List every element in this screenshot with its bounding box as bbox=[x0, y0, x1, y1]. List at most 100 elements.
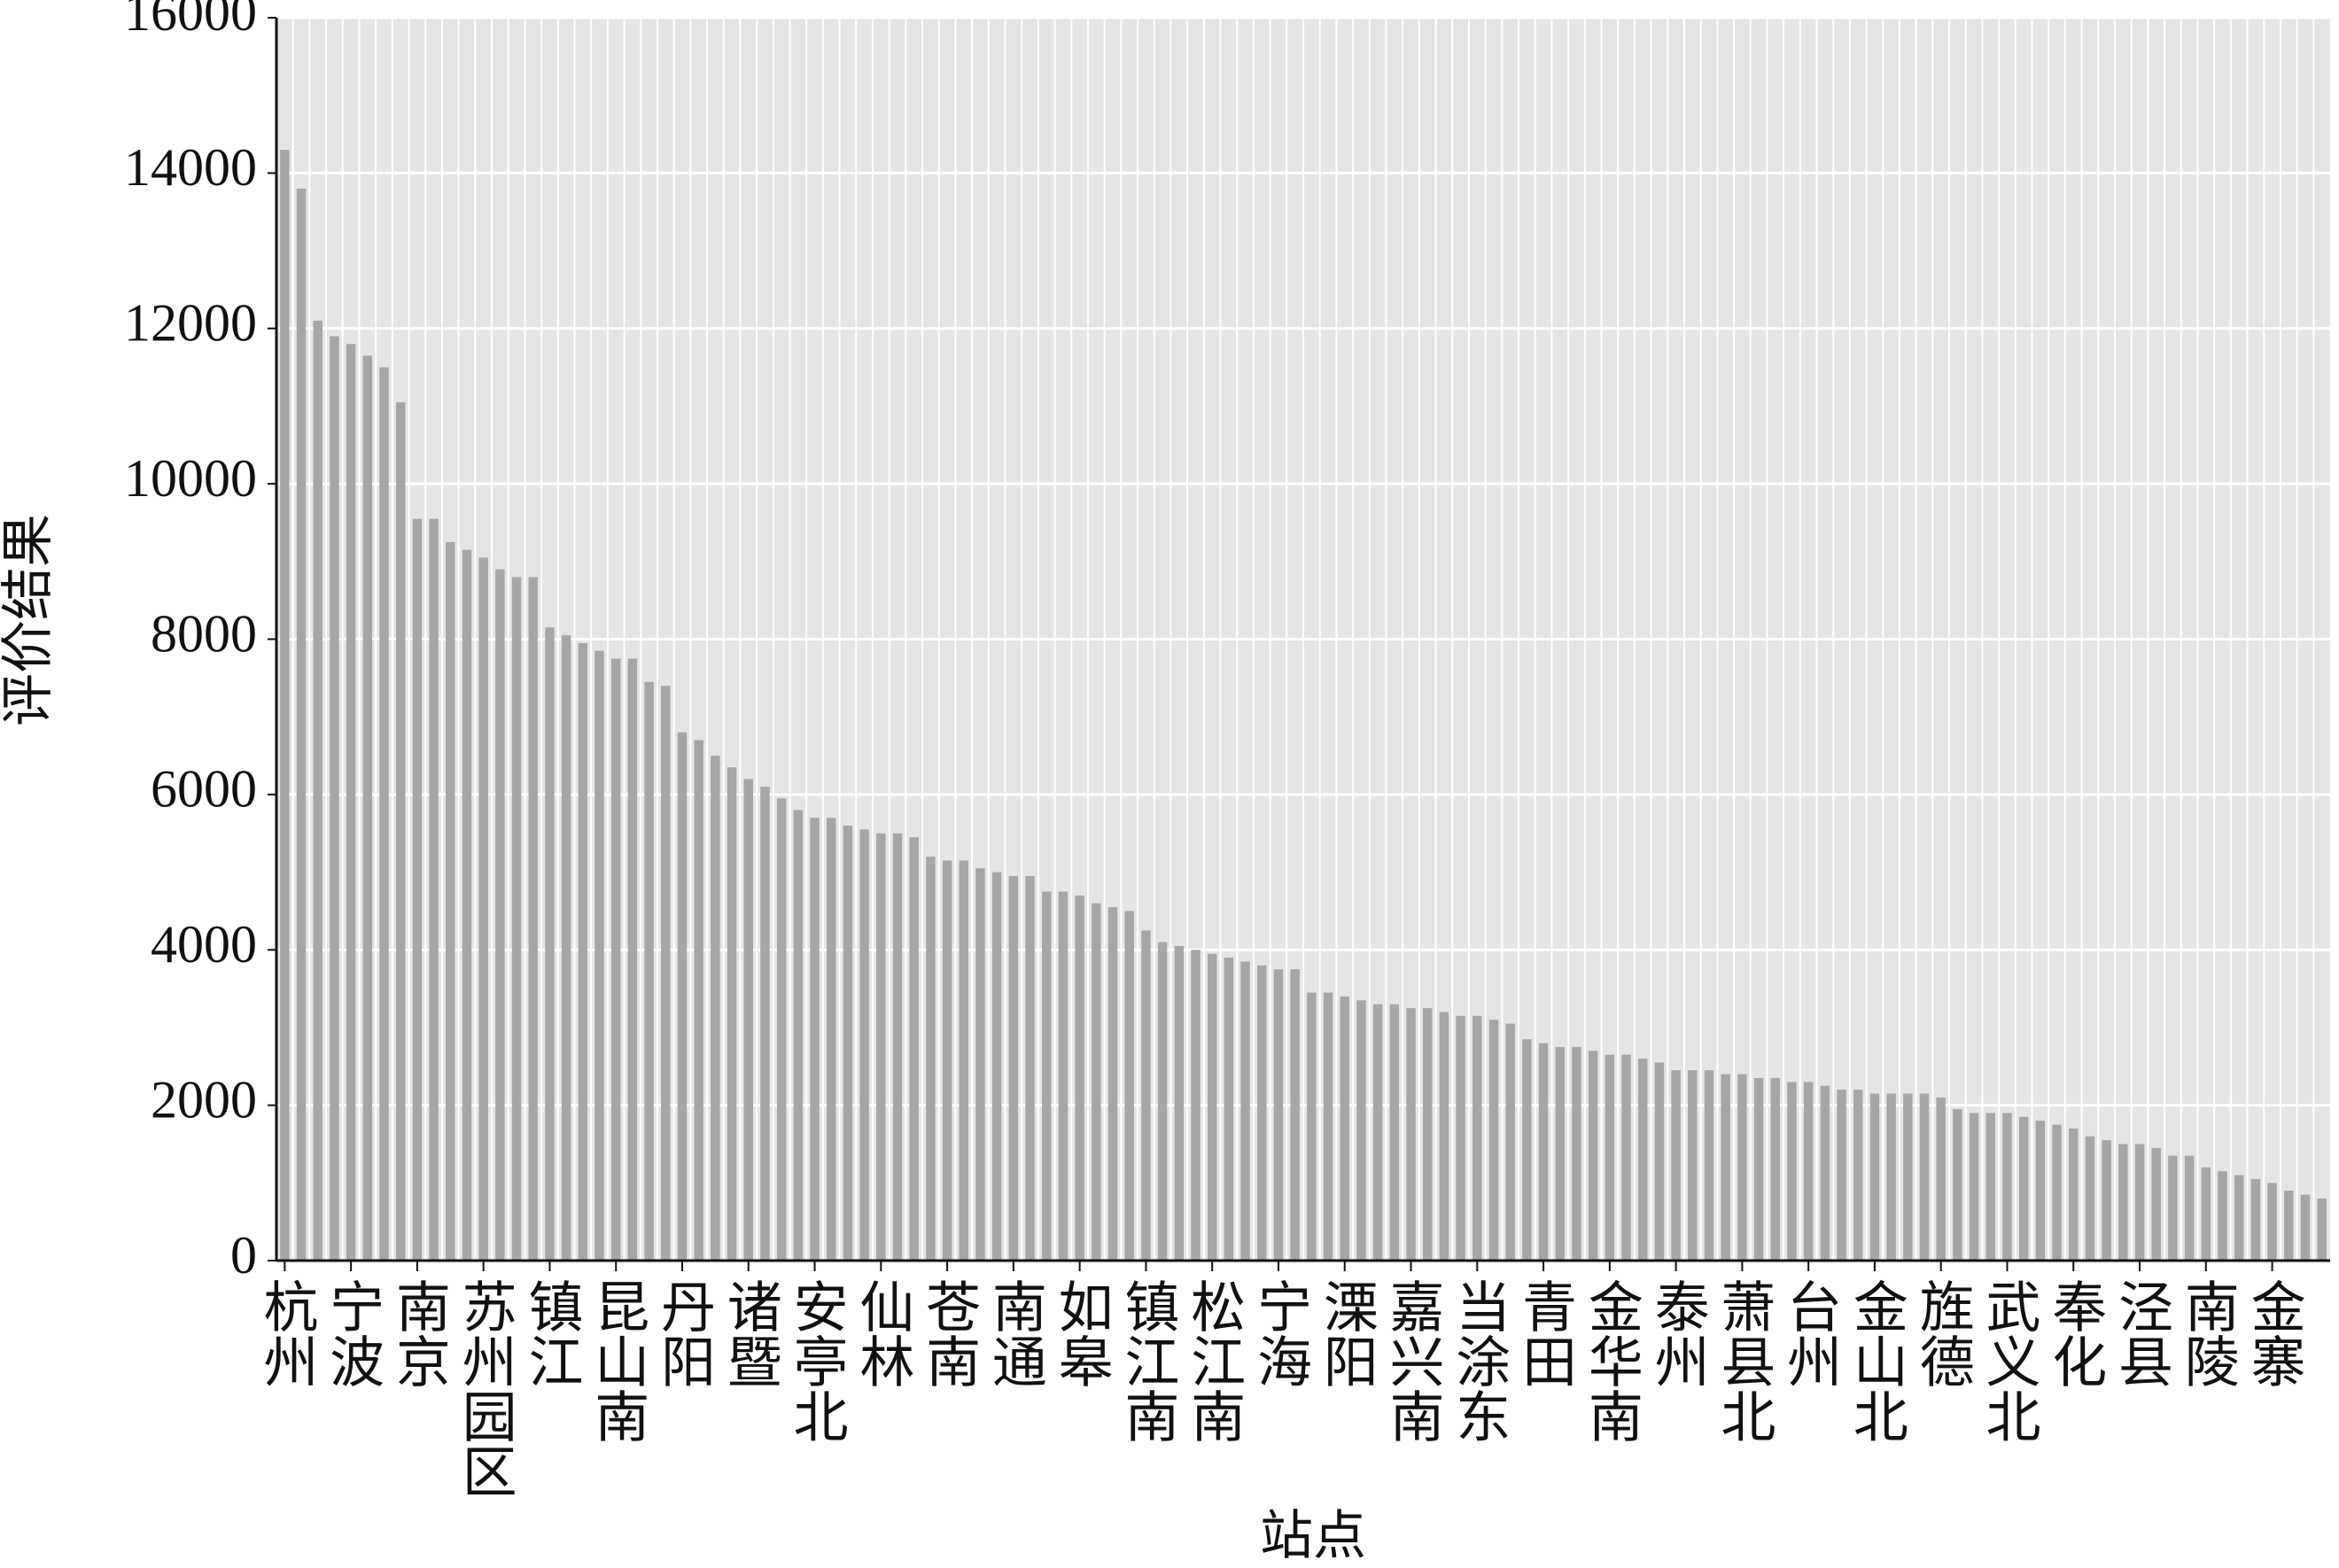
x-tick-label: 宁波 bbox=[321, 1278, 383, 1388]
bar bbox=[1224, 958, 1234, 1261]
bar bbox=[2218, 1171, 2227, 1261]
x-tick-label: 松江南 bbox=[1182, 1278, 1245, 1443]
x-tick-label: 台州 bbox=[1778, 1278, 1841, 1388]
bar bbox=[1092, 903, 1101, 1261]
x-tick-label: 嘉兴南 bbox=[1381, 1278, 1443, 1443]
bar bbox=[1505, 1023, 1515, 1261]
bar bbox=[1637, 1059, 1648, 1261]
y-tick-label: 16000 bbox=[124, 0, 257, 42]
bar bbox=[1688, 1070, 1698, 1261]
x-tick-label: 苍南 bbox=[917, 1278, 980, 1388]
bar bbox=[2300, 1194, 2311, 1261]
bar bbox=[1837, 1090, 1846, 1261]
bar bbox=[1654, 1062, 1665, 1261]
bar bbox=[1721, 1074, 1730, 1261]
x-tick-label: 镇江 bbox=[519, 1278, 581, 1388]
bar bbox=[1207, 953, 1217, 1261]
bar bbox=[1058, 891, 1068, 1261]
bar bbox=[511, 577, 522, 1261]
x-tick-label: 武义北 bbox=[1977, 1278, 2039, 1443]
bar bbox=[395, 402, 406, 1261]
bar bbox=[2052, 1124, 2062, 1261]
bar bbox=[1124, 911, 1134, 1261]
bar bbox=[1456, 1015, 1465, 1261]
bar bbox=[942, 860, 952, 1261]
bar bbox=[1488, 1020, 1499, 1261]
bar bbox=[1936, 1097, 1946, 1261]
bar bbox=[1969, 1113, 1979, 1261]
bar bbox=[528, 577, 538, 1261]
bar bbox=[2118, 1144, 2128, 1261]
bar bbox=[1107, 907, 1118, 1261]
bar bbox=[711, 756, 720, 1261]
x-tick-label: 旌德 bbox=[1911, 1278, 1974, 1388]
x-tick-label: 萧县北 bbox=[1712, 1278, 1774, 1443]
bar bbox=[2002, 1113, 2012, 1261]
x-tick-label: 溧阳 bbox=[1315, 1278, 1377, 1388]
bar bbox=[1340, 996, 1349, 1261]
bar bbox=[826, 818, 836, 1261]
x-tick-label: 宁海 bbox=[1248, 1278, 1310, 1388]
bar bbox=[2267, 1183, 2277, 1261]
bar bbox=[1953, 1109, 1962, 1261]
bar bbox=[1919, 1093, 1930, 1261]
bar bbox=[1473, 1015, 1482, 1261]
x-tick-label: 当涂东 bbox=[1447, 1278, 1509, 1443]
bar bbox=[1770, 1077, 1781, 1261]
bar bbox=[1820, 1085, 1830, 1261]
bar bbox=[1075, 895, 1084, 1261]
bar bbox=[1853, 1090, 1863, 1261]
y-tick-label: 10000 bbox=[124, 449, 257, 508]
y-tick-label: 2000 bbox=[151, 1070, 257, 1129]
bar bbox=[578, 642, 588, 1261]
x-tick-label: 如皋 bbox=[1050, 1278, 1112, 1388]
bar bbox=[1422, 1008, 1433, 1261]
x-tick-label: 金寨 bbox=[2242, 1278, 2305, 1388]
bar bbox=[478, 557, 488, 1261]
bar bbox=[644, 681, 654, 1261]
bar bbox=[1803, 1082, 1814, 1261]
bar bbox=[859, 829, 869, 1261]
bar bbox=[727, 767, 737, 1261]
x-tick-label: 南京 bbox=[387, 1278, 448, 1388]
bar bbox=[843, 825, 853, 1261]
bar bbox=[1372, 1004, 1383, 1261]
bar bbox=[2184, 1155, 2195, 1261]
x-tick-label: 泰州 bbox=[1646, 1278, 1709, 1388]
bar bbox=[1008, 875, 1019, 1261]
bar bbox=[1985, 1113, 1996, 1261]
x-tick-label: 青田 bbox=[1513, 1278, 1574, 1388]
bar bbox=[975, 868, 985, 1261]
bar bbox=[1191, 950, 1201, 1261]
x-tick-label: 南陵 bbox=[2176, 1278, 2237, 1388]
bar bbox=[1572, 1046, 1581, 1261]
bar bbox=[462, 549, 472, 1261]
y-tick-label: 14000 bbox=[124, 138, 257, 197]
bar bbox=[412, 518, 423, 1261]
bar bbox=[2151, 1147, 2161, 1261]
bar bbox=[429, 518, 439, 1261]
x-axis-label: 站点 bbox=[1260, 1507, 1366, 1565]
y-tick-label: 0 bbox=[230, 1226, 257, 1285]
bar bbox=[2069, 1128, 2079, 1261]
bar bbox=[1605, 1054, 1615, 1261]
x-tick-label: 昆山南 bbox=[586, 1278, 647, 1443]
bar bbox=[1869, 1093, 1880, 1261]
x-tick-label: 镇江南 bbox=[1115, 1278, 1177, 1443]
bar bbox=[495, 569, 505, 1261]
bar bbox=[330, 336, 339, 1261]
bar bbox=[1522, 1039, 1532, 1261]
bar bbox=[379, 367, 389, 1261]
bar bbox=[1588, 1051, 1598, 1261]
x-tick-label: 苏州园区 bbox=[454, 1278, 517, 1498]
bar bbox=[810, 818, 820, 1261]
bar bbox=[1240, 961, 1250, 1261]
y-tick-label: 4000 bbox=[151, 915, 257, 974]
bar bbox=[1290, 969, 1300, 1261]
y-tick-label: 6000 bbox=[151, 760, 257, 819]
bar bbox=[1704, 1070, 1714, 1261]
bar bbox=[2250, 1178, 2261, 1261]
bar bbox=[1621, 1054, 1631, 1261]
bar bbox=[760, 787, 770, 1261]
